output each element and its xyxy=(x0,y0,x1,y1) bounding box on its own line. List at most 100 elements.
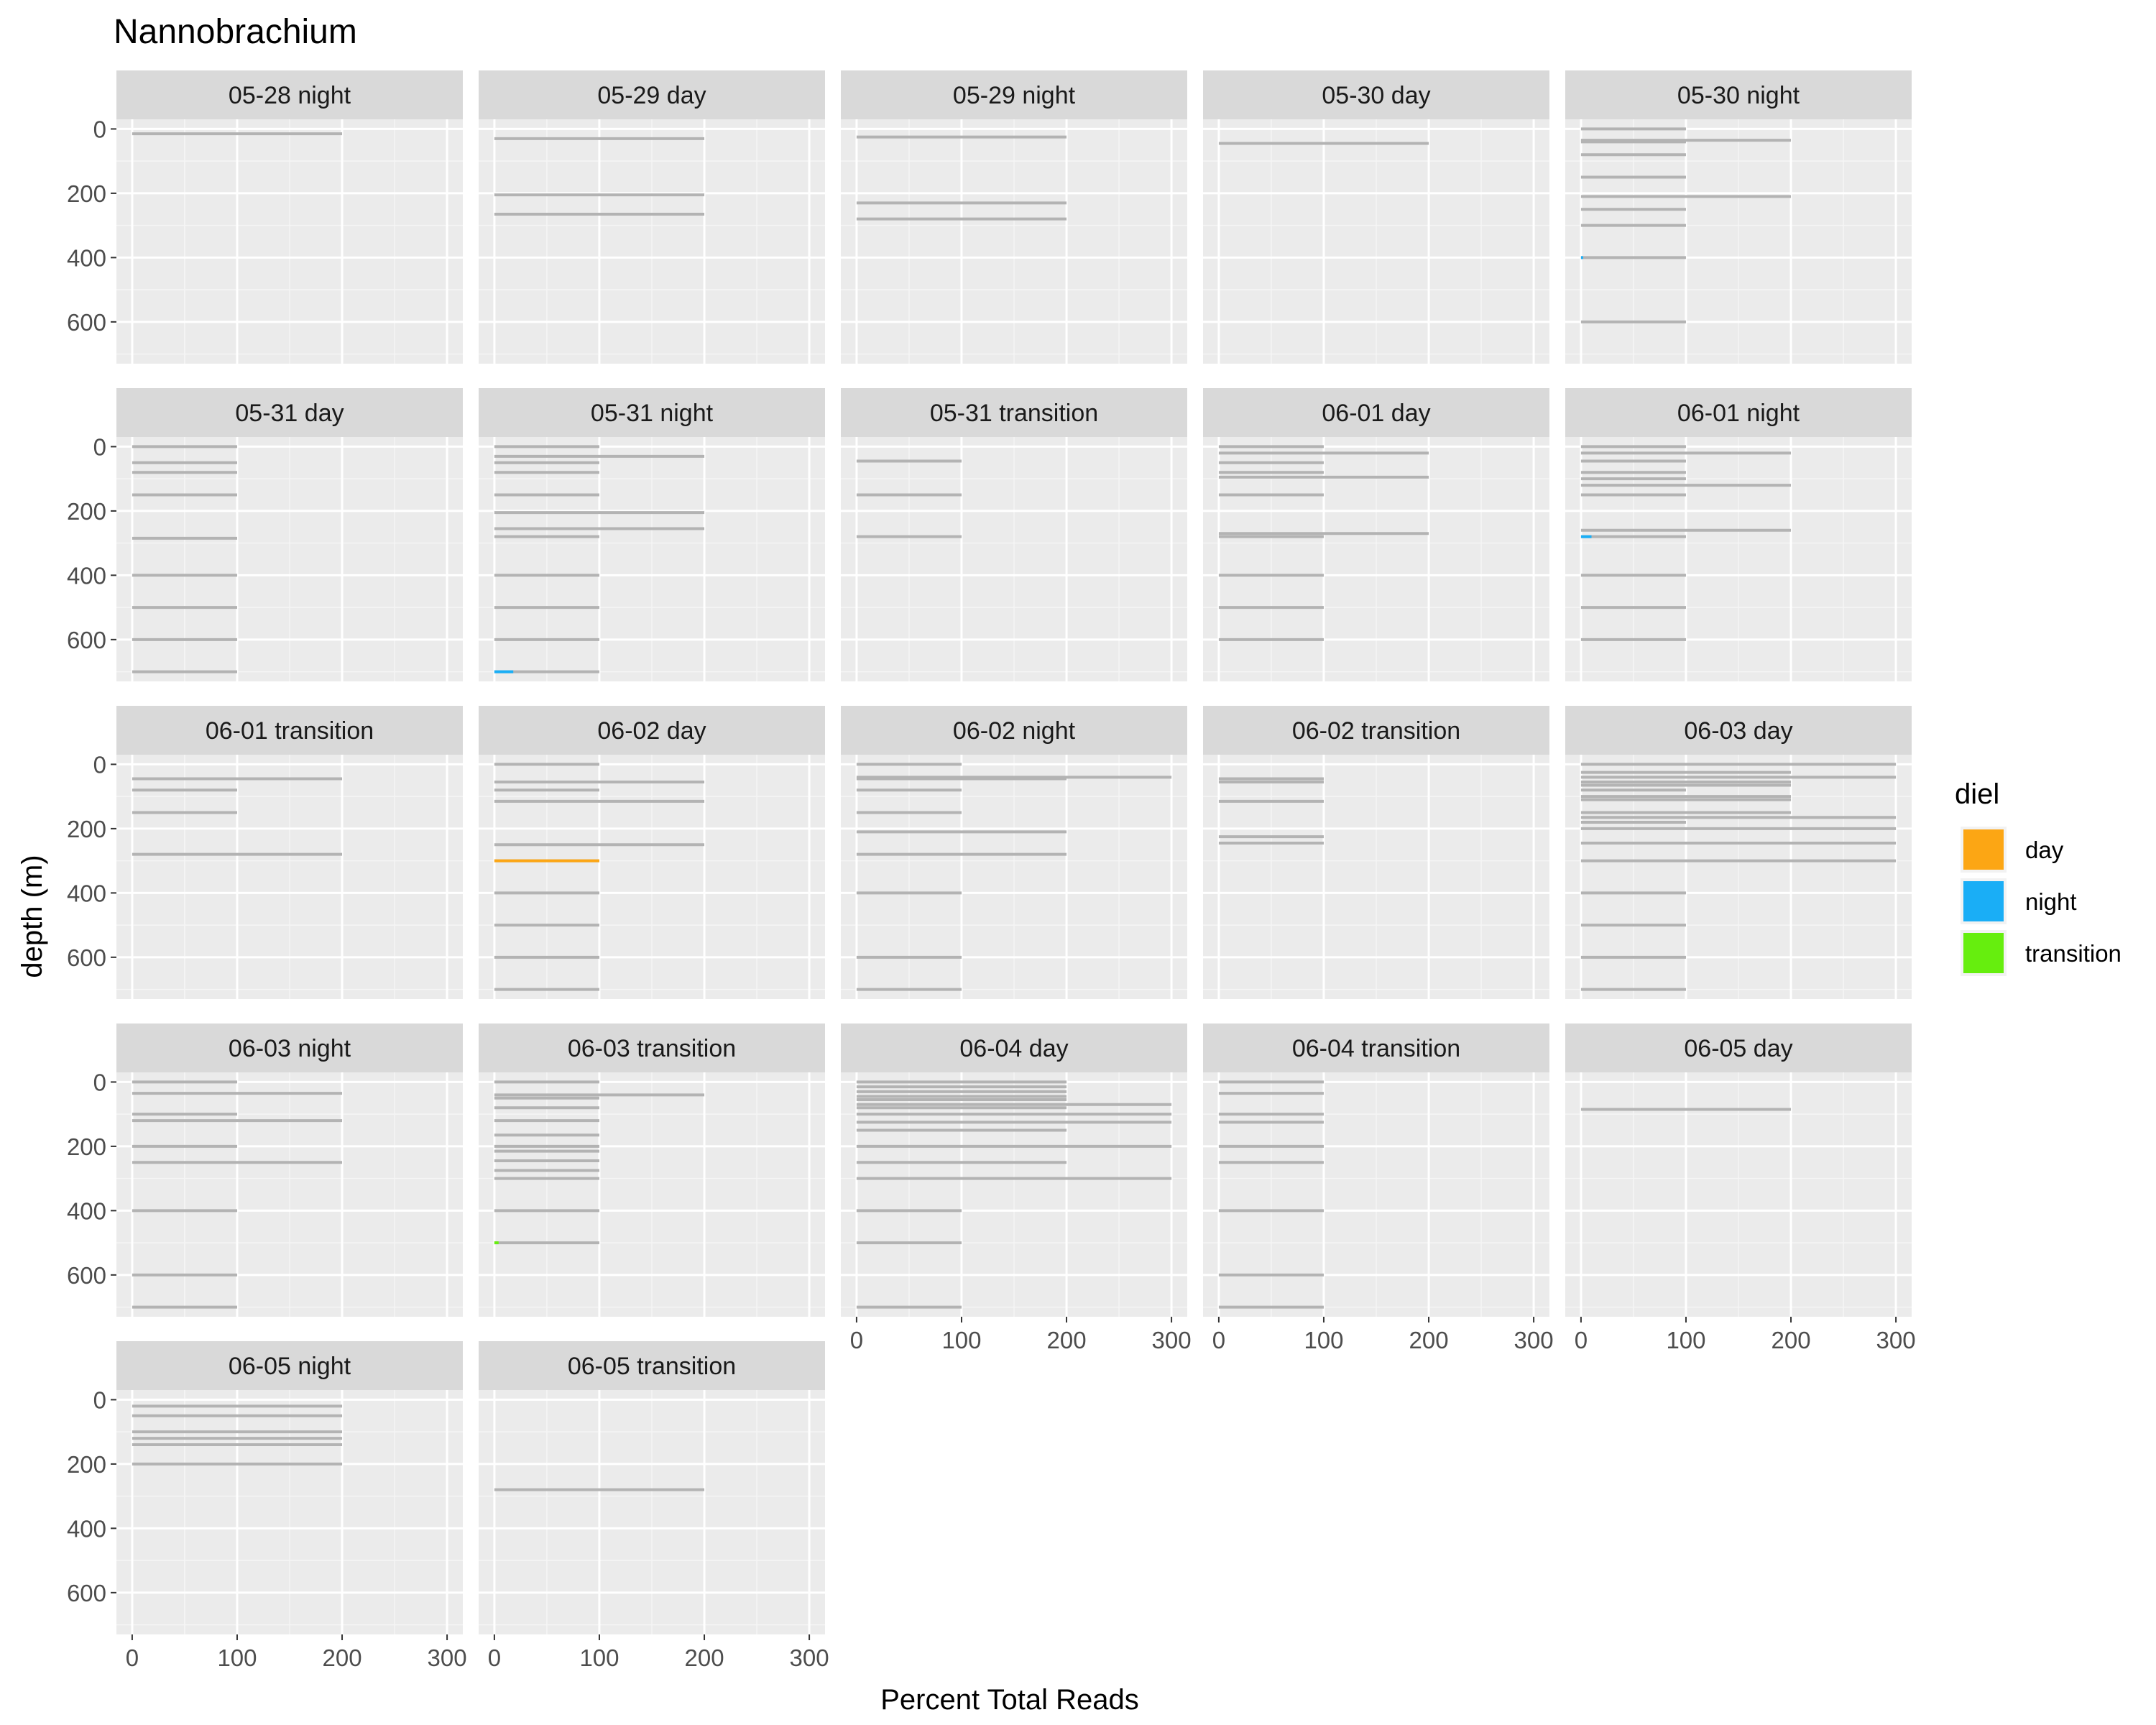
facet-strip xyxy=(1203,70,1549,119)
facet-strip-label: 05-30 day xyxy=(1322,82,1430,109)
facet-strip xyxy=(479,706,825,755)
facet-panel: 06-03 night 0 200 400 600 xyxy=(67,1024,463,1317)
x-tick-label: 300 xyxy=(790,1644,829,1671)
x-tick-label: 0 xyxy=(126,1644,139,1671)
legend-label: day xyxy=(2025,837,2064,863)
y-axis-label: depth (m) xyxy=(17,855,48,978)
x-tick-label: 0 xyxy=(488,1644,501,1671)
facet-strip-label: 06-01 night xyxy=(1677,400,1800,427)
x-tick-label: 200 xyxy=(322,1644,361,1671)
x-axis-label: Percent Total Reads xyxy=(880,1684,1138,1716)
facet-panel: 05-28 night 0 200 400 600 xyxy=(67,70,463,364)
x-tick-label: 300 xyxy=(1514,1327,1554,1353)
x-tick-label: 100 xyxy=(217,1644,257,1671)
facet-strip xyxy=(841,388,1187,437)
y-tick-label: 0 xyxy=(93,116,106,142)
facet-strip-label: 06-01 day xyxy=(1322,400,1430,427)
facet-strip-label: 06-01 transition xyxy=(206,717,374,745)
legend: diel day night transition xyxy=(1955,778,2122,976)
facet-strip xyxy=(116,1341,463,1390)
y-tick-label: 0 xyxy=(93,433,106,460)
legend-label: night xyxy=(2025,888,2077,915)
facet-strip xyxy=(116,706,463,755)
y-tick-label: 200 xyxy=(67,1451,106,1478)
facet-strip xyxy=(1203,388,1549,437)
facet-panel: 06-04 transition 0 100 200 300 xyxy=(1203,1024,1554,1353)
facet-panel: 06-05 day 0 100 200 300 xyxy=(1565,1024,1916,1353)
y-tick-label: 200 xyxy=(67,816,106,842)
facet-panel: 06-03 day xyxy=(1565,706,1912,999)
facet-strip xyxy=(116,70,463,119)
facet-strip xyxy=(841,706,1187,755)
legend-title: diel xyxy=(1955,778,1999,810)
x-tick-label: 100 xyxy=(1304,1327,1343,1353)
x-tick-label: 300 xyxy=(1152,1327,1192,1353)
facet-panel: 06-05 night 0 200 400 600 0 100 200 300 xyxy=(67,1341,467,1671)
legend-label: transition xyxy=(2025,940,2122,967)
facet-strip-label: 05-29 day xyxy=(597,82,706,109)
facet-strip xyxy=(1203,1024,1549,1072)
facet-strip-label: 05-30 night xyxy=(1677,82,1800,109)
facet-strip-label: 05-31 day xyxy=(235,400,344,427)
facet-strip-label: 06-02 day xyxy=(597,717,706,745)
facet-strip-label: 06-04 day xyxy=(959,1035,1068,1062)
x-tick-label: 200 xyxy=(684,1644,724,1671)
y-tick-label: 600 xyxy=(67,309,106,336)
facet-panel: 06-01 night xyxy=(1565,388,1912,681)
facet-strip-label: 05-29 night xyxy=(953,82,1076,109)
facet-panel: 05-31 day 0 200 400 600 xyxy=(67,388,463,681)
x-tick-label: 0 xyxy=(1575,1327,1588,1353)
facet-panel: 06-02 transition xyxy=(1203,706,1549,999)
facet-strip xyxy=(479,1341,825,1390)
legend-swatch xyxy=(1963,881,2004,921)
facet-panel: 06-01 transition 0 200 400 600 xyxy=(67,706,463,999)
x-tick-label: 200 xyxy=(1771,1327,1810,1353)
facet-strip-label: 06-04 transition xyxy=(1292,1035,1460,1062)
facet-strip xyxy=(479,70,825,119)
facet-strip xyxy=(1565,70,1912,119)
facet-panel: 06-03 transition xyxy=(479,1024,825,1317)
facet-panel: 06-02 day xyxy=(479,706,825,999)
y-tick-label: 200 xyxy=(67,498,106,525)
facet-strip-label: 06-05 day xyxy=(1684,1035,1792,1062)
facet-panel: 05-30 day xyxy=(1203,70,1549,364)
y-tick-label: 0 xyxy=(93,1069,106,1095)
facet-strip xyxy=(1565,388,1912,437)
x-tick-label: 200 xyxy=(1409,1327,1448,1353)
y-tick-label: 400 xyxy=(67,1197,106,1224)
facet-strip xyxy=(479,388,825,437)
y-tick-label: 600 xyxy=(67,627,106,653)
x-tick-label: 100 xyxy=(1666,1327,1705,1353)
facet-strip-label: 06-03 night xyxy=(229,1035,351,1062)
y-tick-label: 600 xyxy=(67,1262,106,1289)
y-tick-label: 0 xyxy=(93,1386,106,1413)
x-tick-label: 300 xyxy=(1876,1327,1916,1353)
y-tick-label: 600 xyxy=(67,1580,106,1606)
facet-strip-label: 06-05 night xyxy=(229,1353,351,1380)
x-tick-label: 100 xyxy=(941,1327,981,1353)
facet-strip-label: 06-05 transition xyxy=(568,1353,736,1380)
x-tick-label: 100 xyxy=(579,1644,619,1671)
facet-strip-label: 05-31 transition xyxy=(930,400,1098,427)
y-tick-label: 0 xyxy=(93,751,106,778)
legend-swatch xyxy=(1963,933,2004,973)
facet-strip xyxy=(479,1024,825,1072)
facet-strip xyxy=(1203,706,1549,755)
facet-strip-label: 06-02 transition xyxy=(1292,717,1460,745)
facet-strip-label: 06-03 day xyxy=(1684,717,1792,745)
chart-title: Nannobrachium xyxy=(114,13,357,51)
facet-panel: 05-31 transition xyxy=(841,388,1187,681)
legend-items: day night transition xyxy=(1961,827,2122,976)
facet-strip xyxy=(116,388,463,437)
y-tick-label: 200 xyxy=(67,180,106,207)
facet-panel: 05-29 day xyxy=(479,70,825,364)
y-tick-label: 400 xyxy=(67,562,106,589)
facet-strip xyxy=(841,70,1187,119)
x-tick-label: 300 xyxy=(428,1644,467,1671)
facet-strip-label: 05-28 night xyxy=(229,82,351,109)
x-tick-label: 200 xyxy=(1046,1327,1086,1353)
facet-panels: 05-28 night 0 200 400 600 05-29 day 05-29 nigh… xyxy=(67,70,1916,1671)
facet-strip-label: 06-03 transition xyxy=(568,1035,736,1062)
facet-strip-label: 05-31 night xyxy=(591,400,714,427)
